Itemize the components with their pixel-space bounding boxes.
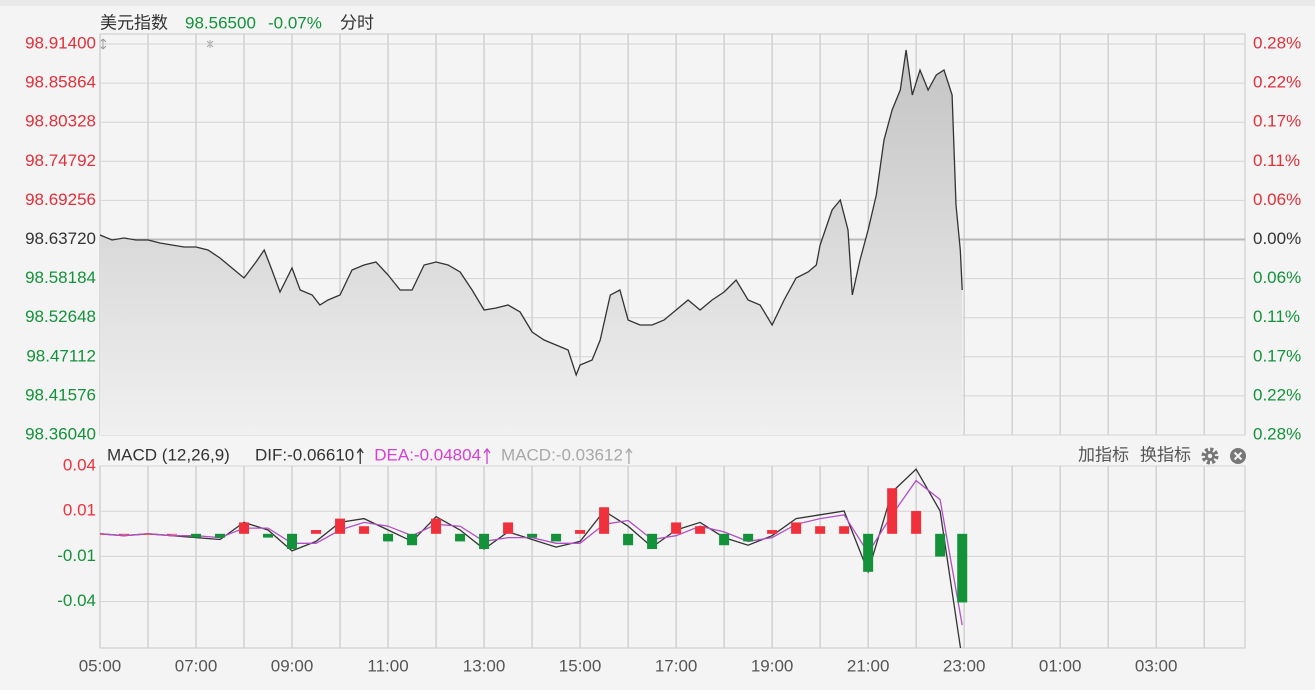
macd-bar [239, 522, 250, 534]
y2-tick-label: 0.28% [1253, 33, 1301, 52]
top-strip [0, 0, 1315, 6]
y-tick-label: 98.47112 [26, 346, 96, 365]
x-tick-label: 05:00 [79, 656, 122, 675]
macd-bar [503, 522, 514, 534]
macd-bar [887, 488, 898, 534]
macd-bar [100, 533, 105, 535]
y2-tick-label: 0.22% [1253, 73, 1301, 92]
macd-bar [599, 507, 610, 534]
macd-bar [119, 533, 130, 535]
y-tick-label: 98.36040 [25, 424, 96, 443]
legend-arrow [356, 447, 364, 464]
close-icon[interactable] [1230, 448, 1246, 464]
macd-bar [863, 533, 874, 572]
y2-tick-label: 0.17% [1253, 346, 1301, 365]
y-tick-label: 98.41576 [25, 385, 96, 404]
macd-bar [191, 533, 202, 538]
x-tick-label: 07:00 [175, 656, 218, 675]
x-tick-label: 03:00 [1135, 656, 1178, 675]
macd-bar [719, 533, 730, 546]
y2-tick-label: 0.17% [1253, 112, 1301, 131]
macd-frame [99, 465, 1246, 649]
y-tick-label: 98.91400 [25, 33, 96, 52]
y-tick-label: 98.52648 [25, 307, 96, 326]
y-tick-label: 0.01 [63, 501, 96, 520]
switch-indicator[interactable]: 换指标 [1140, 445, 1191, 464]
y2-tick-label: 0.22% [1253, 385, 1301, 404]
macd-bar [527, 533, 538, 538]
x-tick-label: 01:00 [1039, 656, 1082, 675]
macd-bar [647, 533, 658, 550]
legend-label: DEA:-0.04804 [374, 445, 481, 464]
macd-bar [815, 526, 826, 534]
macd-bar [263, 533, 274, 538]
macd-bar [335, 518, 346, 534]
y-tick-label: -0.04 [57, 591, 96, 610]
period-label: 分时 [340, 13, 374, 32]
price-change: -0.07% [268, 13, 322, 32]
macd-bar [383, 533, 394, 542]
macd-bar [623, 533, 634, 546]
y2-tick-label: 0.11% [1253, 151, 1300, 170]
macd-bar [671, 522, 682, 534]
macd-bar [695, 526, 706, 534]
macd-bar [287, 533, 298, 550]
instrument-name: 美元指数 [100, 13, 168, 32]
x-tick-label: 09:00 [271, 656, 314, 675]
y-tick-label: 98.63720 [25, 229, 96, 248]
macd-bar [575, 530, 586, 534]
x-tick-label: 23:00 [943, 656, 986, 675]
macd-line [100, 479, 963, 626]
legend-label: DIF:-0.06610 [255, 445, 354, 464]
y-tick-label: 0.04 [63, 455, 96, 474]
last-price: 98.56500 [185, 13, 256, 32]
y-tick-label: 98.58184 [25, 268, 96, 287]
macd-bar [743, 533, 754, 542]
macd-bar [957, 533, 968, 603]
macd-bar [167, 533, 178, 535]
y-tick-label: 98.80328 [25, 112, 96, 131]
x-tick-label: 13:00 [463, 656, 506, 675]
settings-icon[interactable] [1201, 447, 1219, 465]
y2-tick-label: 0.28% [1253, 424, 1301, 443]
macd-bar [143, 533, 154, 535]
x-tick-label: 19:00 [751, 656, 794, 675]
legend-arrow [483, 447, 491, 464]
y-tick-label: 98.85864 [25, 73, 96, 92]
legend-label: MACD:-0.03612 [501, 445, 623, 464]
macd-plot [100, 468, 968, 648]
price-line [99, 49, 963, 377]
y2-tick-label: 0.11% [1253, 307, 1300, 326]
x-tick-label: 21:00 [847, 656, 890, 675]
macd-bar [935, 533, 946, 557]
x-tick-label: 15:00 [559, 656, 602, 675]
macd-line [100, 468, 962, 648]
add-indicator[interactable]: 加指标 [1078, 445, 1129, 464]
macd-bar [839, 526, 850, 534]
macd-bar [479, 533, 490, 550]
macd-bar [311, 530, 322, 534]
macd-bar [431, 518, 442, 534]
macd-bar [359, 526, 370, 534]
y-tick-label: 98.69256 [25, 190, 96, 209]
macd-bar [215, 533, 226, 538]
macd-bar [767, 530, 778, 534]
macd-bar [911, 511, 922, 534]
x-tick-label: 17:00 [655, 656, 698, 675]
macd-bar [791, 522, 802, 534]
y2-tick-label: 0.00% [1253, 229, 1301, 248]
x-tick-label: 11:00 [367, 656, 408, 675]
y2-tick-label: 0.06% [1253, 190, 1301, 209]
y-tick-label: -0.01 [57, 546, 96, 565]
y2-tick-label: 0.06% [1253, 268, 1301, 287]
legend-arrow [625, 447, 633, 464]
macd-bar [551, 533, 562, 542]
y-tick-label: 98.74792 [25, 151, 96, 170]
macd-bar [455, 533, 466, 542]
indicator-title: MACD (12,26,9) [107, 445, 230, 464]
price-area [100, 50, 963, 435]
macd-bar [407, 533, 418, 546]
